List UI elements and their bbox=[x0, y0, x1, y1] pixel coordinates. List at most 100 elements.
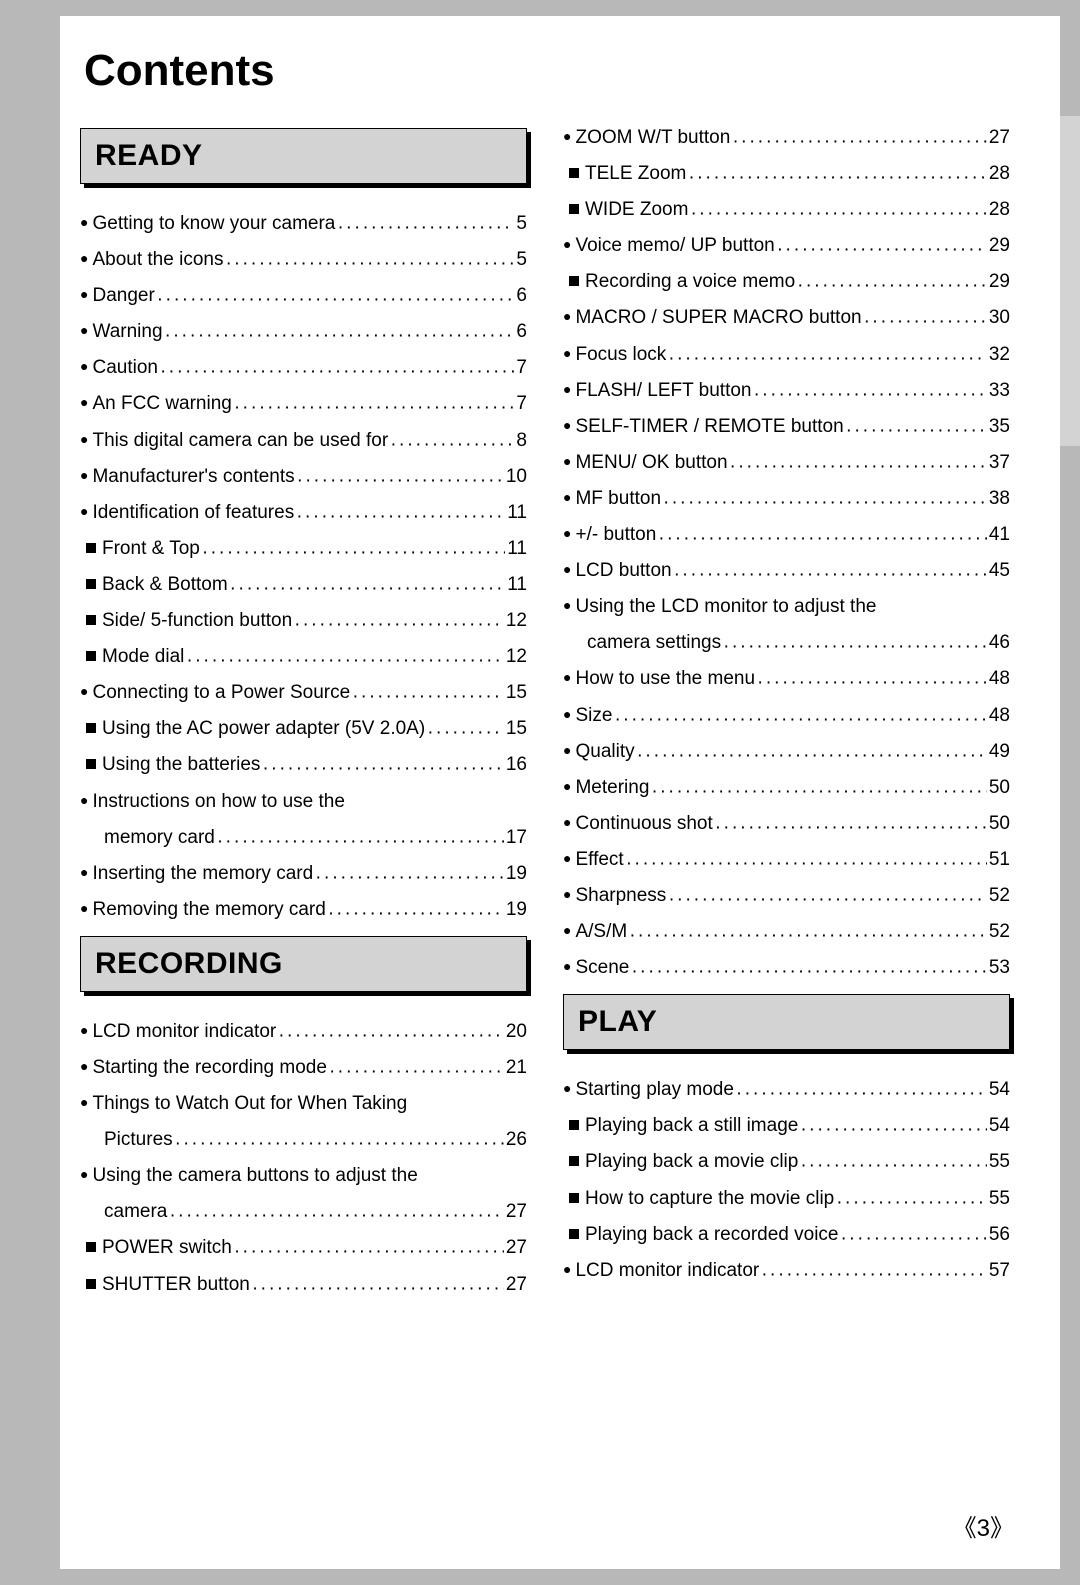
toc-item: How to use the menu48 bbox=[563, 661, 1010, 697]
toc-item-label: A/S/M bbox=[575, 914, 627, 950]
dot-leader bbox=[278, 1018, 504, 1037]
toc-item-label: Back & Bottom bbox=[102, 567, 228, 603]
toc-item-page: 30 bbox=[989, 300, 1010, 336]
section-heading: RECORDING bbox=[80, 936, 527, 992]
square-bullet-icon bbox=[80, 1267, 98, 1303]
toc-item: Mode dial12 bbox=[80, 639, 527, 675]
toc-item-label: ZOOM W/T button bbox=[575, 120, 730, 156]
toc-item-label: Starting play mode bbox=[575, 1072, 733, 1108]
toc-item-page: 28 bbox=[989, 156, 1010, 192]
toc-item-label: Continuous shot bbox=[575, 806, 712, 842]
dot-leader bbox=[668, 882, 987, 901]
toc-item-page: 6 bbox=[516, 314, 527, 350]
toc-item-page: 49 bbox=[989, 734, 1010, 770]
toc-item-page: 48 bbox=[989, 698, 1010, 734]
toc-item-label: camera bbox=[104, 1194, 167, 1230]
toc-item-label: Using the batteries bbox=[102, 747, 260, 783]
toc-item-label: Starting the recording mode bbox=[92, 1050, 326, 1086]
square-bullet-icon bbox=[80, 603, 98, 639]
toc-item: LCD monitor indicator20 bbox=[80, 1014, 527, 1050]
toc-item-page: 29 bbox=[989, 264, 1010, 300]
toc-item-label: Front & Top bbox=[102, 531, 200, 567]
toc-column-right: ZOOM W/T button27TELE Zoom28WIDE Zoom28V… bbox=[563, 120, 1010, 1303]
toc-item-label: Using the camera buttons to adjust the bbox=[92, 1158, 417, 1194]
dot-leader bbox=[629, 918, 987, 937]
toc-item-label: MENU/ OK button bbox=[575, 445, 727, 481]
round-bullet-icon bbox=[563, 734, 571, 770]
round-bullet-icon bbox=[563, 770, 571, 806]
round-bullet-icon bbox=[80, 242, 88, 278]
toc-item-page: 19 bbox=[506, 892, 527, 928]
toc-item: Removing the memory card19 bbox=[80, 892, 527, 928]
dot-leader bbox=[637, 738, 987, 757]
toc-item: Identification of features11 bbox=[80, 495, 527, 531]
round-bullet-icon bbox=[80, 495, 88, 531]
round-bullet-icon bbox=[563, 806, 571, 842]
round-bullet-icon bbox=[563, 842, 571, 878]
toc-item-page: 7 bbox=[516, 350, 527, 386]
toc-item-page: 37 bbox=[989, 445, 1010, 481]
toc-item-label: LCD button bbox=[575, 553, 671, 589]
toc-item-label: How to capture the movie clip bbox=[585, 1181, 834, 1217]
toc-item-page: 5 bbox=[516, 206, 527, 242]
round-bullet-icon bbox=[80, 459, 88, 495]
toc-item-label: Sharpness bbox=[575, 878, 666, 914]
round-bullet-icon bbox=[80, 423, 88, 459]
dot-leader bbox=[169, 1198, 504, 1217]
toc-item: Recording a voice memo29 bbox=[563, 264, 1010, 300]
dot-leader bbox=[160, 354, 514, 373]
toc-item: Size 48 bbox=[563, 698, 1010, 734]
toc-item: Side/ 5-function button12 bbox=[80, 603, 527, 639]
dot-leader bbox=[777, 232, 987, 251]
toc-column-left: READY Getting to know your camera5About t… bbox=[80, 120, 527, 1303]
square-bullet-icon bbox=[80, 747, 98, 783]
page: Contents READYGetting to know your camer… bbox=[60, 16, 1060, 1569]
toc-item: WIDE Zoom28 bbox=[563, 192, 1010, 228]
toc-item-label: Inserting the memory card bbox=[92, 856, 313, 892]
toc-item-page: 50 bbox=[989, 770, 1010, 806]
toc-item-page: 27 bbox=[506, 1230, 527, 1266]
toc-item-label: Using the AC power adapter (5V 2.0A) bbox=[102, 711, 425, 747]
round-bullet-icon bbox=[563, 950, 571, 986]
round-bullet-icon bbox=[563, 1253, 571, 1289]
dot-leader bbox=[715, 810, 987, 829]
toc-item-page: 16 bbox=[506, 747, 527, 783]
toc-item-page: 21 bbox=[506, 1050, 527, 1086]
toc-item-page: 56 bbox=[989, 1217, 1010, 1253]
toc-item-label: Mode dial bbox=[102, 639, 184, 675]
toc-item: Getting to know your camera5 bbox=[80, 206, 527, 242]
toc-item-label: SELF-TIMER / REMOTE button bbox=[575, 409, 843, 445]
toc-item-page: 33 bbox=[989, 373, 1010, 409]
toc-item: About the icons5 bbox=[80, 242, 527, 278]
toc-item-page: 38 bbox=[989, 481, 1010, 517]
toc-item: Instructions on how to use the bbox=[80, 784, 527, 820]
toc-item: Effect51 bbox=[563, 842, 1010, 878]
round-bullet-icon bbox=[563, 517, 571, 553]
toc-item: SHUTTER button27 bbox=[80, 1267, 527, 1303]
dot-leader bbox=[836, 1185, 987, 1204]
round-bullet-icon bbox=[80, 784, 88, 820]
round-bullet-icon bbox=[80, 675, 88, 711]
dot-leader bbox=[315, 860, 504, 879]
toc-item: Using the camera buttons to adjust the bbox=[80, 1158, 527, 1194]
toc-item: Metering50 bbox=[563, 770, 1010, 806]
toc-item-page: 54 bbox=[989, 1108, 1010, 1144]
toc-item: Using the AC power adapter (5V 2.0A)15 bbox=[80, 711, 527, 747]
square-bullet-icon bbox=[563, 1217, 581, 1253]
toc-item: POWER switch27 bbox=[80, 1230, 527, 1266]
section-heading: PLAY bbox=[563, 994, 1010, 1050]
section-heading: READY bbox=[80, 128, 527, 184]
toc-item-label: How to use the menu bbox=[575, 661, 755, 697]
toc-item: How to capture the movie clip55 bbox=[563, 1181, 1010, 1217]
round-bullet-icon bbox=[563, 553, 571, 589]
toc-item-label: LCD monitor indicator bbox=[575, 1253, 759, 1289]
toc-item: MF button38 bbox=[563, 481, 1010, 517]
toc-item-label: Warning bbox=[92, 314, 162, 350]
toc-item-page: 11 bbox=[507, 567, 527, 603]
toc-item: Pictures26 bbox=[80, 1122, 527, 1158]
toc-item-label: Size bbox=[575, 698, 612, 734]
dot-leader bbox=[294, 607, 504, 626]
toc-item-page: 52 bbox=[989, 914, 1010, 950]
round-bullet-icon bbox=[563, 228, 571, 264]
dot-leader bbox=[186, 643, 503, 662]
